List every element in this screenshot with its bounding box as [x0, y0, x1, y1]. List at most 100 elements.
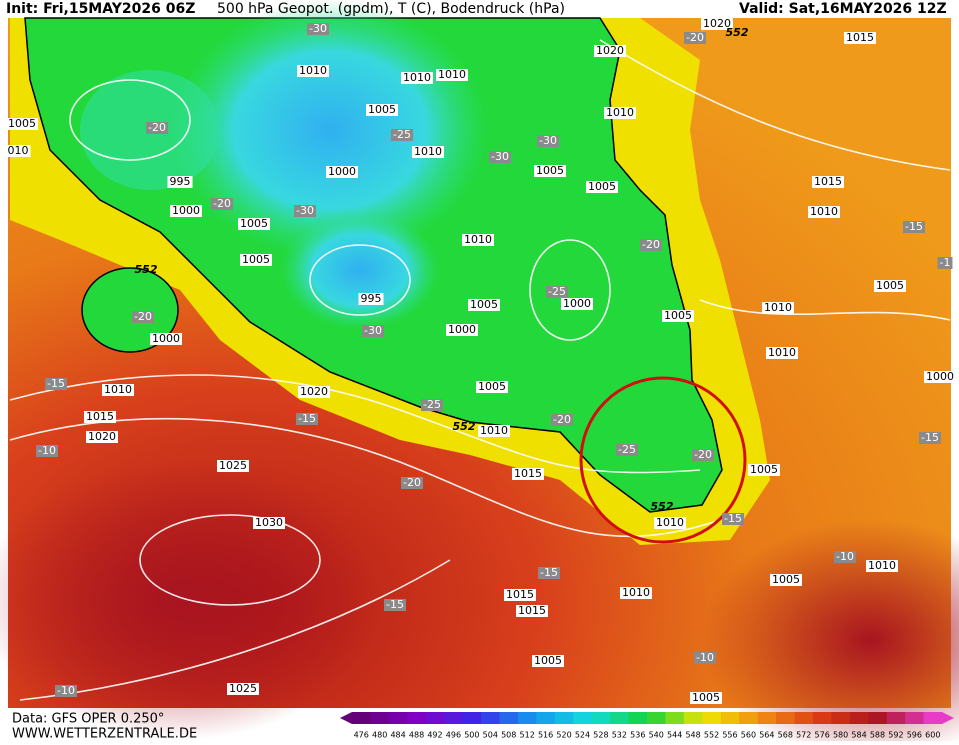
colorbar-label: 576	[815, 731, 830, 740]
isobar-label-text: 1005	[470, 298, 498, 311]
colorbar-cell	[868, 712, 888, 724]
temperature-label-box	[132, 311, 154, 323]
isobar-label-text: 1010	[480, 424, 508, 437]
colorbar-label: 552	[704, 731, 719, 740]
colorbar-cell	[757, 712, 777, 724]
isobar-label-box	[326, 166, 358, 178]
isobar-label-text: 995	[170, 175, 191, 188]
isobar-label-text: 1005	[692, 691, 720, 704]
isobar-label-box	[594, 45, 626, 57]
temperature-label-text: -15	[298, 412, 316, 425]
isobar-label-box	[462, 234, 494, 246]
colorbar-cell	[462, 712, 482, 724]
colorbar-label: 544	[667, 731, 682, 740]
isobar-label: 1010	[766, 346, 798, 359]
temperature-label-box	[937, 257, 953, 269]
site: WWW.WETTERZENTRALE.DE	[12, 727, 197, 742]
isobar-label: 010	[5, 144, 31, 157]
temperature-label-box	[616, 444, 638, 456]
isobar-label: 1015	[84, 410, 116, 423]
temperature-label-box	[146, 122, 168, 134]
isobar-label-box	[532, 655, 564, 667]
colorbar-label: 504	[483, 731, 498, 740]
isobar-label: 1005	[534, 164, 566, 177]
contour-label: 552	[135, 263, 158, 276]
isobar-label: 1000	[326, 165, 358, 178]
colorbar-label: 484	[390, 731, 405, 740]
isobar-label-text: 1005	[8, 117, 36, 130]
isobar-label: 1010	[412, 145, 444, 158]
colorbar-label: 548	[685, 731, 700, 740]
temperature-label-box	[640, 239, 662, 251]
temperature-label: -15	[384, 598, 406, 611]
temperature-label-text: -15	[921, 431, 939, 444]
cold-area	[170, 0, 490, 260]
isobar-label-text: 1005	[664, 309, 692, 322]
colorbar-label: 560	[741, 731, 756, 740]
temperature-label: -15	[538, 566, 560, 579]
isobar-label-text: 1000	[448, 323, 476, 336]
temperature-label-box	[421, 399, 443, 411]
isobar-label-box	[436, 69, 468, 81]
temperature-label: -15	[296, 412, 318, 425]
isobar-label-box	[808, 206, 840, 218]
colorbar-label: 496	[446, 731, 461, 740]
isobar-label-box	[358, 293, 384, 305]
isobar-label-text: 1005	[368, 103, 396, 116]
colorbar-cell	[499, 712, 519, 724]
temperature-label-text: -20	[642, 238, 660, 251]
isobar-label: 1005	[662, 309, 694, 322]
colorbar-label: 536	[630, 731, 645, 740]
isobar-label-text: 1010	[768, 346, 796, 359]
contour-label: 552	[726, 26, 749, 39]
isobar-label: 1020	[86, 430, 118, 443]
isobar-label: 1000	[446, 323, 478, 336]
isobar-label-box	[238, 218, 270, 230]
temperature-label: -30	[537, 134, 559, 147]
colorbar-cell	[628, 712, 648, 724]
colorbar-cell	[388, 712, 408, 724]
temperature-label-box	[391, 129, 413, 141]
temperature-label-box	[55, 685, 77, 697]
isobar-label: 1020	[298, 385, 330, 398]
isobar-label-box	[534, 165, 566, 177]
temperature-label-box	[36, 445, 58, 457]
isobar-label-text: 1010	[104, 383, 132, 396]
isobar-label: 1005	[874, 279, 906, 292]
isobar-label-box	[253, 517, 285, 529]
isobar-label-box	[620, 587, 652, 599]
temperature-label: -10	[694, 651, 716, 664]
isobar-label: 1010	[620, 586, 652, 599]
isobar-label: 1005	[586, 180, 618, 193]
isobar-label-text: 1015	[514, 467, 542, 480]
isobar-label-box	[167, 176, 193, 188]
isobar-label-text: 1005	[588, 180, 616, 193]
isobar-label: 1010	[436, 68, 468, 81]
colorbar-label: 508	[501, 731, 516, 740]
isobar-label-text: 1000	[926, 370, 954, 383]
isobar-label-box	[170, 205, 202, 217]
isobar-label-box	[561, 298, 593, 310]
temperature-label-text: -1	[940, 256, 951, 269]
map-title: 500 hPa Geopot. (gpdm), T (C), Bodendruc…	[217, 1, 565, 17]
colorbar-cell	[536, 712, 556, 724]
isobar-label-text: 1015	[86, 410, 114, 423]
isobar-label-box	[874, 280, 906, 292]
temperature-label-box	[834, 551, 856, 563]
colorbar-label: 528	[593, 731, 608, 740]
isobar-label: 1005	[748, 463, 780, 476]
temperature-label: -15	[919, 431, 941, 444]
isobar-label: 1010	[462, 233, 494, 246]
isobar-label: 1010	[478, 424, 510, 437]
isobar-label-box	[102, 384, 134, 396]
isobar-label: 1010	[808, 205, 840, 218]
isobar-label-box	[227, 683, 259, 695]
temperature-label: -10	[834, 550, 856, 563]
isobar-label: 1010	[604, 106, 636, 119]
colorbar-cell	[794, 712, 814, 724]
temperature-label-text: -20	[403, 476, 421, 489]
temperature-label-text: -20	[694, 448, 712, 461]
data-source: Data: GFS OPER 0.250°	[12, 712, 164, 727]
colorbar-cell	[905, 712, 925, 724]
